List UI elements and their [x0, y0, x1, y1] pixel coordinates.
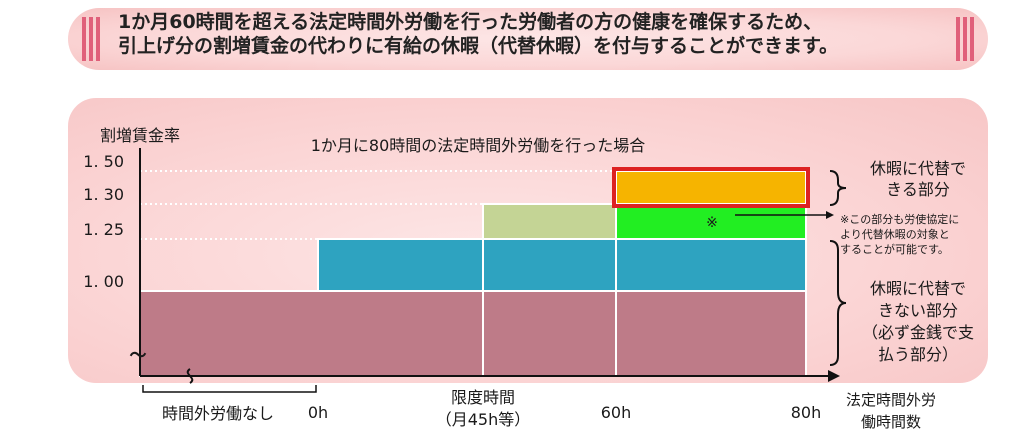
banner-left-stripes — [82, 17, 100, 61]
x-tick-2: 80h — [791, 403, 822, 422]
bar-rate_125-0 — [317, 238, 807, 292]
substitutable-line-1: 休暇に代替で — [870, 159, 966, 178]
no-overtime-bracket — [142, 385, 317, 393]
banner-text: 1か月60時間を超える法定時間外労働を行った労働者の方の健康を確保するため、 引… — [118, 10, 838, 58]
not-substitutable-text: 休暇に代替で きない部分 （必ず金銭で支 払う部分） — [862, 279, 974, 364]
note-line-3: することが可能です。 — [840, 242, 949, 256]
banner-line-1: 1か月60時間を超える法定時間外労働を行った労働者の方の健康を確保するため、 — [118, 11, 823, 33]
not-substitutable-line-2: きない部分 — [878, 301, 958, 320]
bar-rate_150_substitutable-0 — [615, 170, 807, 205]
note-line-2: より代替休暇の対象と — [840, 227, 950, 241]
no-overtime-label: 時間外労働なし — [162, 404, 274, 423]
x-tick-1: 60h — [601, 403, 632, 422]
limit-hours-label: 限度時間 — [451, 388, 515, 407]
axes — [139, 148, 840, 382]
banner-line-2: 引上げ分の割増賃金の代わりに有給の休暇（代替休暇）を付与することができます。 — [118, 35, 839, 57]
substitutable-line-2: きる部分 — [886, 180, 950, 199]
limit-hours-sublabel: （月45h等） — [436, 410, 531, 429]
x-axis-label-line1: 法定時間外労 — [846, 391, 936, 409]
not-substitutable-brace — [829, 240, 847, 366]
y-tick-1: 1. 30 — [83, 185, 124, 204]
chart-title: 1か月に80時間の法定時間外労働を行った場合 — [311, 136, 646, 155]
x-tick-0: 0h — [308, 403, 328, 422]
note-marker: ※ — [706, 215, 718, 231]
not-substitutable-line-4: 払う部分） — [878, 345, 958, 364]
substitutable-text: 休暇に代替で きる部分 — [870, 159, 966, 199]
banner-right-stripes — [956, 17, 974, 61]
y-tick-2: 1. 25 — [83, 220, 124, 239]
header-banner — [68, 8, 988, 70]
bars — [139, 167, 810, 377]
y-tick-labels: 1. 50 1. 30 1. 25 1. 00 — [83, 152, 124, 291]
note-arrow — [735, 211, 834, 219]
note-line-1: ※この部分も労使協定に — [840, 212, 959, 226]
substitutable-brace — [829, 170, 847, 206]
not-substitutable-line-1: 休暇に代替で — [870, 279, 966, 298]
x-tick-labels: 0h 60h 80h — [308, 403, 821, 422]
bar-rate_130-0 — [482, 203, 617, 240]
note-text: ※この部分も労使協定に より代替休暇の対象と することが可能です。 — [840, 212, 959, 256]
not-substitutable-line-3: （必ず金銭で支 — [862, 323, 974, 342]
x-axis-break — [186, 368, 194, 384]
axis-break-symbol: 〜 — [130, 346, 147, 366]
y-tick-0: 1. 50 — [83, 152, 124, 171]
y-tick-3: 1. 00 — [83, 272, 124, 291]
x-axis-label-line2: 働時間数 — [861, 413, 921, 431]
bar-outline-rate_150_substitutable — [612, 167, 810, 208]
y-axis-label: 割増賃金率 — [100, 126, 180, 145]
bar-base-0 — [139, 290, 807, 377]
x-axis-arrowhead — [828, 370, 840, 382]
